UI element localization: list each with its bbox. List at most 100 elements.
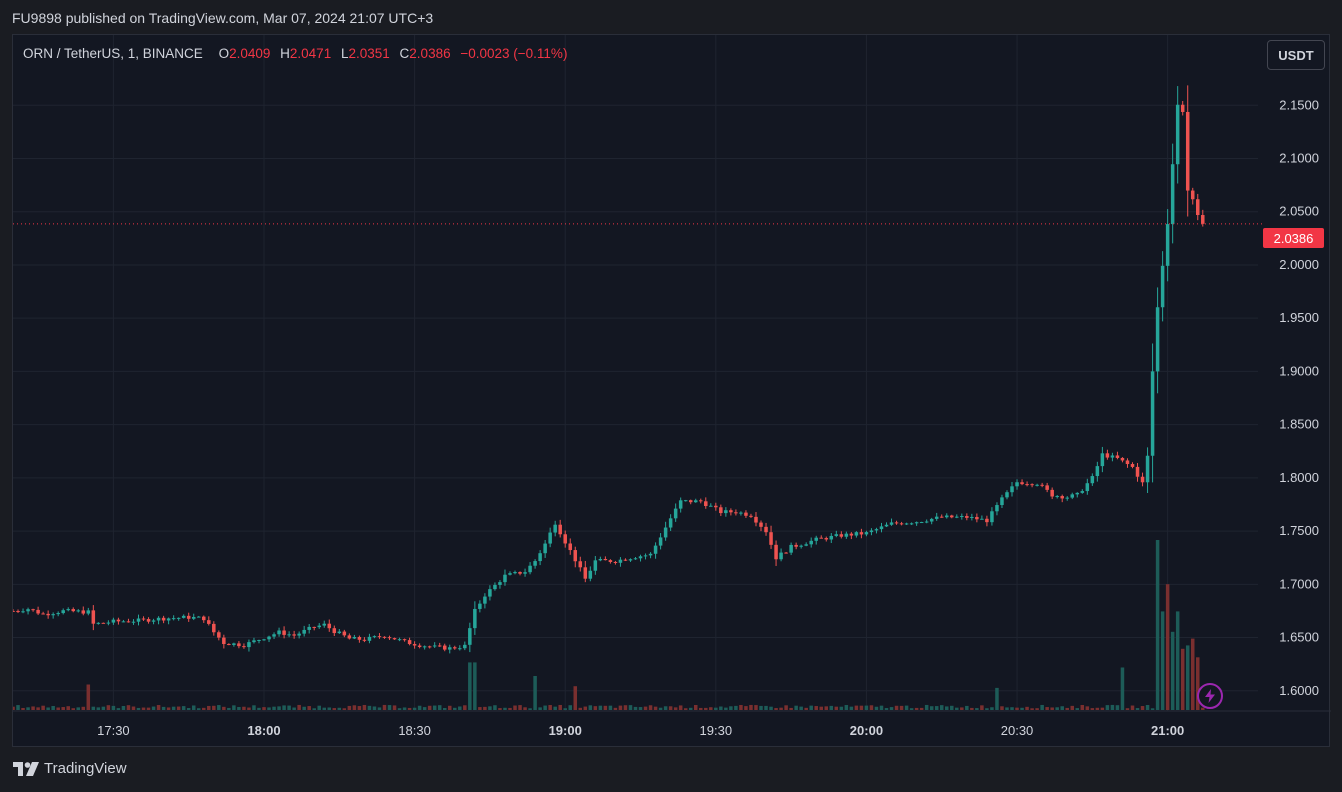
volume-bar bbox=[799, 706, 803, 710]
candle-body bbox=[106, 622, 111, 624]
volume-bar bbox=[563, 708, 567, 710]
candle-body bbox=[678, 500, 683, 509]
volume-bar bbox=[257, 707, 261, 710]
candle-body bbox=[1030, 484, 1034, 486]
price-chart[interactable]: 1.6000 1.6500 1.7000 1.7500 1.8000 1.8500 1.90… bbox=[13, 35, 1331, 748]
volume-bar bbox=[493, 705, 497, 710]
volume-bar bbox=[929, 706, 934, 710]
candle-body bbox=[146, 619, 151, 622]
candle-body bbox=[136, 618, 141, 622]
candle-body bbox=[1125, 460, 1130, 465]
volume-bar bbox=[312, 708, 316, 710]
volume-bar bbox=[222, 706, 226, 710]
candle-body bbox=[131, 621, 136, 623]
volume-bar bbox=[247, 707, 251, 710]
candle-body bbox=[1045, 485, 1049, 490]
publish-info: FU9898 published on TradingView.com, Mar… bbox=[12, 10, 434, 26]
volume-bar bbox=[442, 707, 447, 710]
candle-body bbox=[1135, 466, 1140, 477]
volume-bar bbox=[829, 705, 834, 710]
time-axis[interactable]: 17:30 18:00 18:30 19:00 19:30 20:00 20:30 21:00 bbox=[97, 723, 1184, 738]
volume-bar bbox=[212, 705, 216, 710]
volume-bar bbox=[41, 705, 45, 710]
volume-bar bbox=[874, 706, 879, 710]
volume-bar bbox=[934, 706, 939, 710]
volume-bar bbox=[849, 706, 854, 710]
volume-bar bbox=[101, 706, 106, 710]
volume-bar bbox=[432, 705, 437, 710]
candle-body bbox=[809, 540, 813, 545]
candle-body bbox=[518, 572, 522, 574]
candle-body bbox=[272, 634, 276, 637]
candle-body bbox=[985, 518, 989, 523]
price-tick-label: 1.9500 bbox=[1279, 310, 1319, 325]
candle-body bbox=[538, 553, 542, 562]
volume-bar bbox=[447, 705, 452, 710]
symbol-legend: ORN / TetherUS, 1, BINANCE O2.0409 H2.04… bbox=[23, 46, 567, 61]
volume-bar bbox=[824, 706, 829, 710]
volume-bar bbox=[337, 707, 342, 710]
candle-body bbox=[934, 516, 939, 519]
candle-body bbox=[824, 538, 829, 540]
candle-body bbox=[111, 619, 116, 623]
price-tick-label: 1.7000 bbox=[1279, 576, 1319, 591]
volume-bar bbox=[131, 706, 136, 710]
chart-area[interactable]: 1.6000 1.6500 1.7000 1.7500 1.8000 1.8500 1.90… bbox=[12, 34, 1331, 748]
candle-body bbox=[332, 628, 337, 634]
volume-bar bbox=[392, 705, 397, 710]
volume-bar bbox=[66, 706, 70, 710]
tradingview-brand[interactable]: TradingView bbox=[13, 760, 127, 777]
candle-body bbox=[26, 609, 30, 612]
candle-body bbox=[503, 574, 507, 583]
volume-bar bbox=[282, 705, 286, 710]
volume-bar bbox=[327, 707, 332, 710]
volume-bar bbox=[965, 705, 969, 710]
volume-bar bbox=[839, 706, 844, 710]
volume-bar bbox=[724, 707, 728, 710]
candle-body bbox=[1175, 104, 1180, 165]
volume-bar bbox=[287, 705, 291, 710]
lightning-button[interactable] bbox=[1197, 683, 1223, 709]
volume-bar bbox=[628, 705, 633, 710]
candle-body bbox=[51, 614, 55, 616]
candle-body bbox=[683, 500, 688, 502]
currency-button[interactable]: USDT bbox=[1267, 40, 1325, 70]
candle-body bbox=[141, 618, 146, 620]
volume-bar bbox=[769, 706, 773, 710]
high-label: H bbox=[280, 46, 290, 61]
candle-body bbox=[508, 573, 512, 575]
volume-bar bbox=[623, 705, 628, 710]
brand-label: TradingView bbox=[44, 760, 127, 777]
price-tick-label: 1.7500 bbox=[1279, 523, 1319, 538]
volume-bar bbox=[252, 705, 256, 710]
volume-bar bbox=[26, 707, 30, 710]
volume-bar bbox=[96, 707, 101, 710]
volume-bar bbox=[272, 706, 276, 710]
volume-bar bbox=[909, 708, 914, 710]
candle-body bbox=[186, 615, 191, 619]
volume-bar bbox=[714, 707, 718, 710]
candle-body bbox=[1095, 466, 1100, 477]
candle-body bbox=[352, 637, 357, 639]
candle-body bbox=[523, 572, 527, 574]
open-label: O bbox=[218, 46, 230, 61]
volume-bar bbox=[899, 705, 904, 710]
volume-bar bbox=[146, 707, 151, 710]
price-tick-label: 1.9000 bbox=[1279, 363, 1319, 378]
volume-bar bbox=[854, 705, 859, 710]
volume-bar bbox=[668, 706, 673, 710]
volume-bar bbox=[588, 705, 593, 710]
volume-bar bbox=[814, 706, 818, 710]
candle-body bbox=[337, 631, 342, 634]
symbol-name[interactable]: ORN / TetherUS, 1, BINANCE bbox=[23, 46, 203, 61]
volume-bar bbox=[357, 706, 362, 710]
volume-bar bbox=[503, 707, 507, 710]
candle-body bbox=[362, 639, 367, 641]
candle-body bbox=[588, 570, 593, 579]
volume-bar bbox=[894, 705, 899, 710]
volume-bar bbox=[1040, 704, 1044, 710]
volume-bar bbox=[638, 707, 643, 710]
price-axis[interactable]: 1.6000 1.6500 1.7000 1.7500 1.8000 1.8500 1.90… bbox=[1279, 97, 1319, 698]
candle-body bbox=[874, 529, 879, 531]
volume-bar bbox=[1150, 708, 1155, 710]
